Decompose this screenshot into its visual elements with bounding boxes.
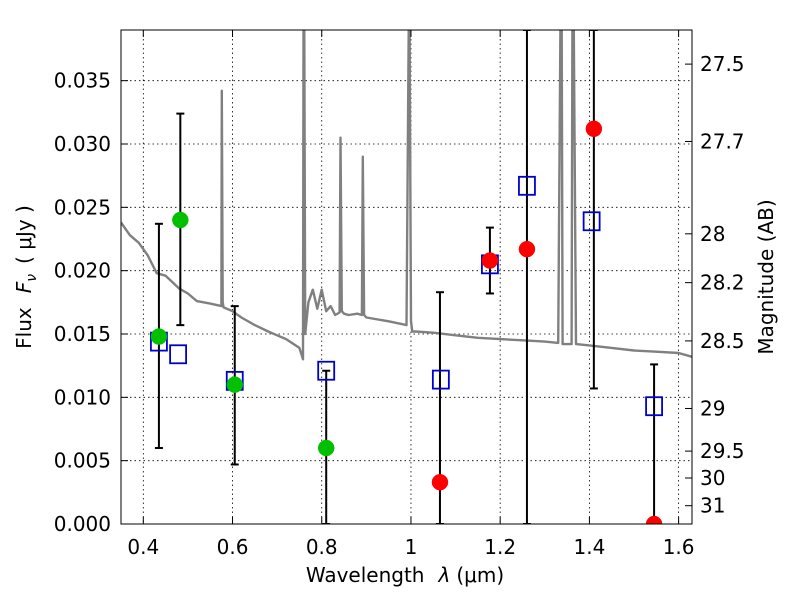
y2-tick-label: 28 bbox=[700, 222, 725, 246]
plot-clipped-group bbox=[121, 30, 692, 524]
y-tick-label: 0.010 bbox=[54, 385, 111, 409]
model-square-marker bbox=[518, 175, 536, 196]
x-tick-label: 1.2 bbox=[484, 535, 516, 559]
y2-tick-label: 29.5 bbox=[700, 439, 745, 463]
y2-tick-label: 31 bbox=[700, 494, 725, 518]
y2-tick-label: 29 bbox=[700, 396, 725, 420]
x-tick-label: 0.4 bbox=[127, 535, 159, 559]
spectrum-line bbox=[121, 30, 692, 361]
x-axis-title-symbol: λ bbox=[438, 563, 451, 587]
model-square-marker bbox=[645, 396, 663, 417]
y-tick-label: 0.035 bbox=[54, 69, 111, 93]
model-square-marker bbox=[431, 369, 450, 390]
y2-axis-title: Magnitude (AB) bbox=[754, 199, 778, 354]
red-point bbox=[645, 515, 663, 524]
y-axis-title: Flux Fν ( μJy ) bbox=[12, 205, 40, 349]
green-point bbox=[226, 376, 244, 393]
y-axis-title-unit: ( μJy ) bbox=[12, 205, 36, 264]
y-tick-label: 0.000 bbox=[54, 512, 111, 536]
y2-tick-label: 30 bbox=[700, 466, 725, 490]
model-square-marker bbox=[582, 211, 601, 232]
green-point bbox=[172, 211, 189, 229]
y2-tick-label: 27.5 bbox=[700, 52, 745, 76]
x-tick-label: 0.6 bbox=[217, 535, 249, 559]
y2-tick-label: 28.2 bbox=[700, 271, 745, 295]
x-tick-label: 1 bbox=[405, 535, 418, 559]
y-axis-title-symbol: F bbox=[12, 281, 36, 293]
green-point bbox=[317, 439, 335, 457]
red-point bbox=[431, 473, 449, 491]
y-axis-title-flux: Flux bbox=[12, 307, 36, 349]
red-point bbox=[518, 240, 536, 258]
red-point bbox=[585, 120, 603, 138]
x-tick-label: 1.4 bbox=[573, 535, 605, 559]
red-point bbox=[481, 252, 499, 269]
y-tick-label: 0.025 bbox=[54, 195, 111, 219]
model-square-marker bbox=[317, 360, 336, 381]
y-tick-label: 0.015 bbox=[54, 322, 111, 346]
x-axis-title-unit: (μm) bbox=[456, 563, 504, 587]
x-tick-label: 1.6 bbox=[663, 535, 695, 559]
x-axis-title-text: Wavelength bbox=[306, 563, 425, 587]
green-point bbox=[150, 328, 168, 345]
model-square-marker bbox=[169, 344, 188, 365]
y-tick-label: 0.005 bbox=[54, 449, 111, 473]
y2-tick-label: 28.5 bbox=[700, 329, 745, 353]
axes: 0.4 0.6 0.8 1 1.2 1.4 1.6 0.000 0.005 0.010 0.015 0… bbox=[54, 30, 745, 559]
x-axis-title: Wavelength λ (μm) bbox=[306, 563, 504, 587]
x-tick-label: 0.8 bbox=[306, 535, 338, 559]
y-axis-title-subscript: ν bbox=[24, 274, 40, 282]
y2-tick-label: 27.7 bbox=[700, 129, 745, 153]
y-tick-label: 0.020 bbox=[54, 259, 111, 283]
plot-area bbox=[121, 30, 692, 524]
plot-frame bbox=[120, 29, 693, 525]
y-tick-label: 0.030 bbox=[54, 132, 111, 156]
